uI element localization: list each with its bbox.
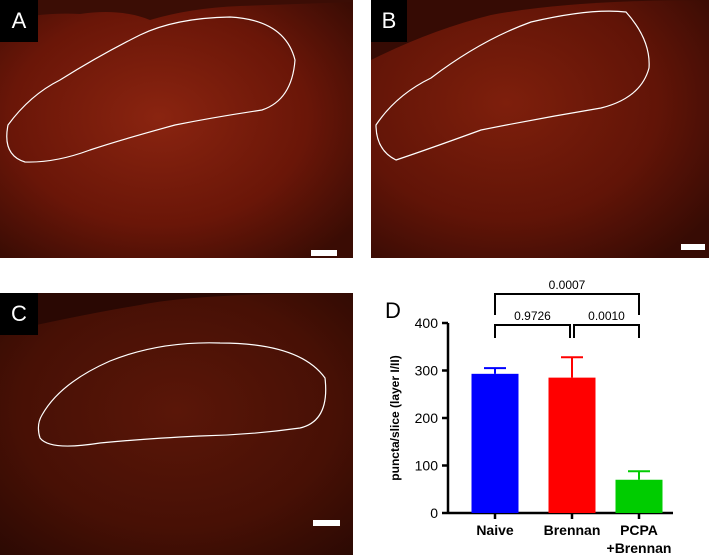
panel-label-d: D [385,298,401,323]
micrograph-panel-b: B [371,0,709,258]
scale-bar-a [311,250,337,256]
x-tick-label: Brennan [544,522,601,538]
panel-label-b: B [371,0,407,42]
significance-bracket [573,324,640,338]
significance-bracket [494,324,571,338]
region-outline-b [375,10,650,161]
scale-bar-b [681,244,705,250]
micrograph-c-image [0,293,353,555]
scale-bar-c [313,520,340,526]
p-value-label: 0.0010 [588,309,625,323]
significance-bracket [494,293,640,315]
x-tick-label: +Brennan [607,540,672,555]
bar-0 [471,373,519,513]
bar-2 [615,479,663,513]
micrograph-panel-c: C [0,293,353,555]
region-outline-c [37,342,327,447]
micrograph-b-image [371,0,709,258]
p-value-label: 0.9726 [514,309,551,323]
y-tick-label: 300 [415,363,439,379]
y-tick-label: 0 [430,505,438,521]
region-outline-a [6,16,296,163]
y-tick-label: 200 [415,410,439,426]
panel-label-a: A [0,0,38,42]
micrograph-a-image [0,0,353,258]
bar-1 [548,377,596,513]
bar-chart-d: D 0 100 200 300 400 puncta/slice (layer I/II)… [385,280,673,555]
y-axis-label: puncta/slice (layer I/II) [388,355,402,480]
p-value-label: 0.0007 [549,280,586,292]
panel-label-c: C [0,293,38,335]
y-tick-label: 100 [415,458,439,474]
y-tick-label: 400 [415,315,439,331]
x-tick-label: PCPA [620,522,658,538]
micrograph-panel-a: A [0,0,353,258]
x-tick-label: Naive [476,522,514,538]
